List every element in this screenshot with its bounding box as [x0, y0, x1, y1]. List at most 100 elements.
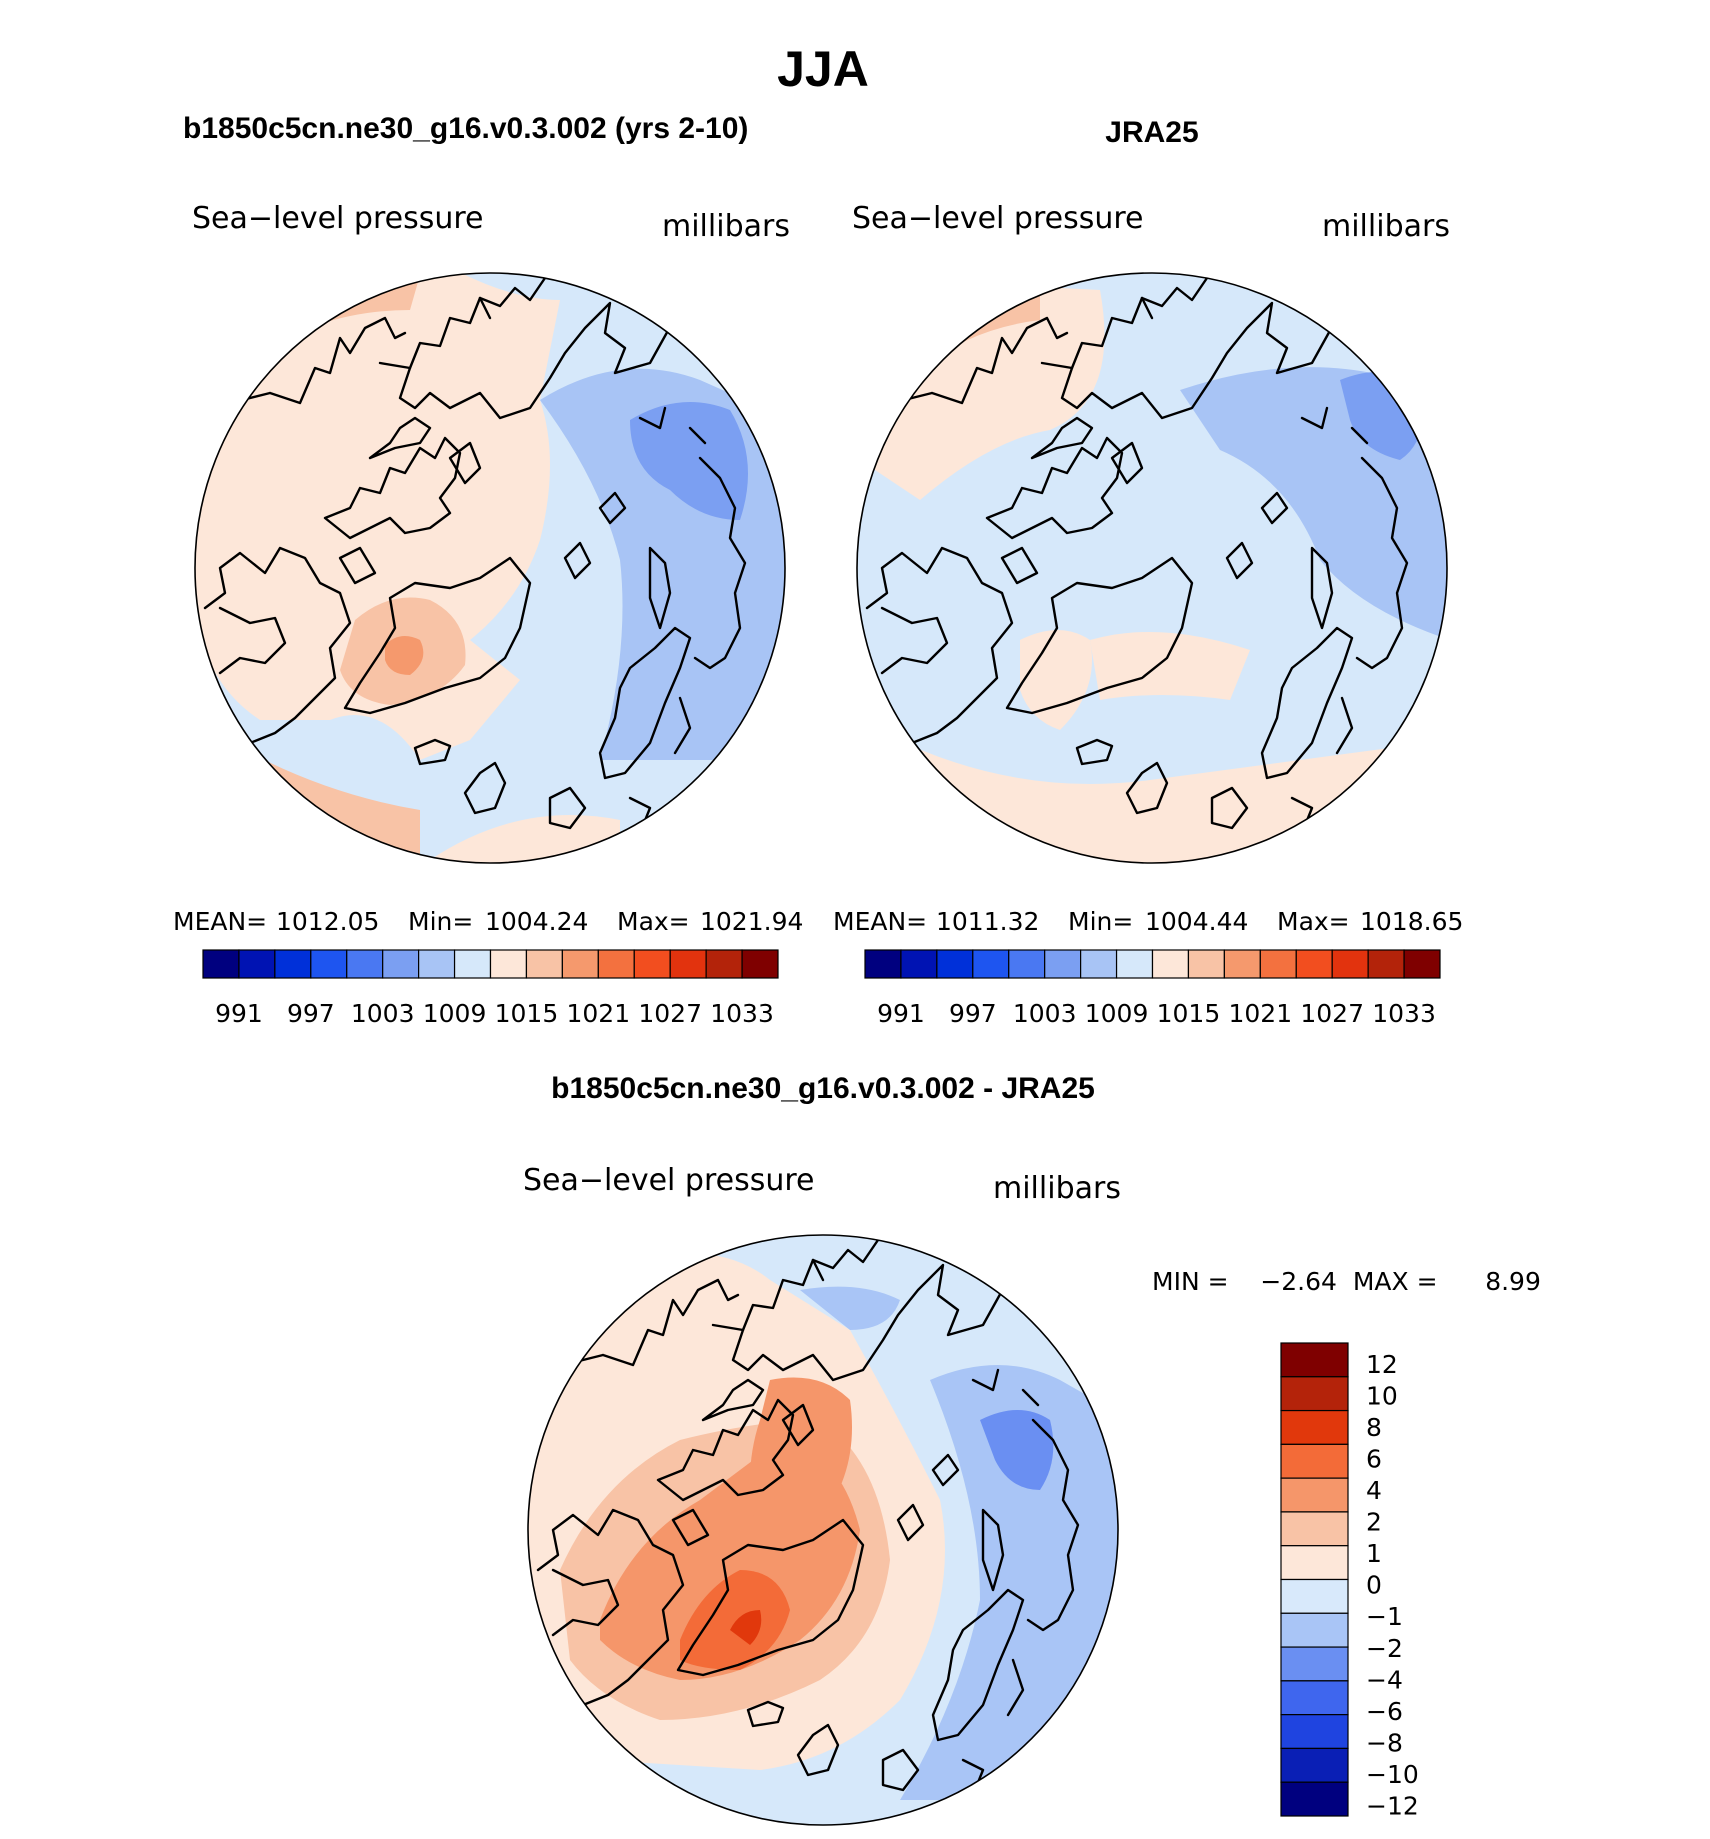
colorbar-tick-label: 1015: [495, 999, 559, 1028]
colorbar-tick-label: 2: [1366, 1508, 1382, 1537]
colorbar-box: [1280, 1680, 1349, 1716]
colorbar-box: [1331, 949, 1369, 979]
colorbar-box: [202, 949, 240, 979]
colorbar-box: [1280, 1545, 1349, 1581]
obs-colorbar: [864, 949, 1441, 979]
colorbar-tick-label: 0: [1366, 1571, 1382, 1600]
model-max-value: 1021.94: [700, 907, 803, 936]
diff-colorbar: [1280, 1342, 1349, 1817]
model-variable-label: Sea−level pressure: [192, 201, 483, 236]
model-mean-label: MEAN=: [173, 907, 267, 936]
model-mean-value: 1012.05: [276, 907, 379, 936]
obs-min-label: Min=: [1068, 907, 1133, 936]
diff-slp-map: [528, 1235, 1118, 1825]
colorbar-tick-label: 1: [1366, 1539, 1382, 1568]
colorbar-box: [1295, 949, 1333, 979]
colorbar-tick-label: 1003: [1013, 999, 1077, 1028]
colorbar-box: [864, 949, 902, 979]
colorbar-box: [238, 949, 276, 979]
diff-panel-heading: b1850c5cn.ne30_g16.v0.3.002 - JRA25: [551, 1072, 1095, 1105]
colorbar-tick-label: 1033: [1372, 999, 1436, 1028]
obs-mean-label: MEAN=: [833, 907, 927, 936]
obs-min-value: 1004.44: [1145, 907, 1248, 936]
obs-units-label: millibars: [1322, 209, 1450, 244]
colorbar-box: [1280, 1578, 1349, 1614]
diff-minmax-text: MIN = −2.64 MAX = 8.99: [1152, 1267, 1541, 1296]
colorbar-tick-label: 1009: [423, 999, 487, 1028]
colorbar-box: [1403, 949, 1441, 979]
obs-max-value: 1018.65: [1360, 907, 1463, 936]
colorbar-box: [346, 949, 384, 979]
model-units-label: millibars: [662, 209, 790, 244]
colorbar-box: [705, 949, 743, 979]
colorbar-tick-label: 1027: [1300, 999, 1364, 1028]
colorbar-tick-label: 10: [1366, 1381, 1398, 1410]
model-colorbar: [202, 949, 779, 979]
colorbar-box: [1280, 1714, 1349, 1750]
colorbar-tick-label: −6: [1366, 1697, 1403, 1726]
colorbar-box: [1280, 1511, 1349, 1547]
model-slp-map: [195, 273, 785, 863]
colorbar-tick-label: −12: [1366, 1791, 1419, 1820]
colorbar-box: [1367, 949, 1405, 979]
colorbar-box: [936, 949, 974, 979]
colorbar-box: [900, 949, 938, 979]
diff-units-label: millibars: [993, 1171, 1121, 1206]
colorbar-box: [972, 949, 1010, 979]
colorbar-box: [561, 949, 599, 979]
colorbar-box: [669, 949, 707, 979]
colorbar-box: [1280, 1443, 1349, 1479]
model-panel-heading: b1850c5cn.ne30_g16.v0.3.002 (yrs 2-10): [183, 112, 748, 145]
colorbar-tick-label: 1021: [1229, 999, 1293, 1028]
colorbar-box: [1280, 1747, 1349, 1783]
colorbar-box: [453, 949, 492, 979]
colorbar-box: [597, 949, 635, 979]
model-min-label: Min=: [408, 907, 473, 936]
colorbar-tick-label: 991: [215, 999, 263, 1028]
obs-panel-heading: JRA25: [1105, 116, 1198, 149]
colorbar-box: [1259, 949, 1297, 979]
colorbar-box: [1223, 949, 1261, 979]
colorbar-tick-label: 997: [287, 999, 335, 1028]
colorbar-tick-label: −1: [1366, 1602, 1403, 1631]
colorbar-tick-label: 1021: [567, 999, 631, 1028]
colorbar-box: [1280, 1409, 1349, 1445]
colorbar-box: [633, 949, 671, 979]
colorbar-tick-label: −8: [1366, 1728, 1403, 1757]
colorbar-box: [741, 949, 779, 979]
colorbar-box: [1151, 949, 1190, 979]
colorbar-box: [1115, 949, 1154, 979]
colorbar-tick-label: 1027: [638, 999, 702, 1028]
obs-slp-map: [857, 273, 1447, 863]
colorbar-tick-label: 1009: [1085, 999, 1149, 1028]
obs-variable-label: Sea−level pressure: [852, 201, 1143, 236]
model-min-value: 1004.24: [485, 907, 588, 936]
colorbar-box: [382, 949, 420, 979]
diff-variable-label: Sea−level pressure: [523, 1163, 814, 1198]
obs-max-label: Max=: [1277, 907, 1350, 936]
colorbar-box: [274, 949, 312, 979]
colorbar-tick-label: 12: [1366, 1350, 1398, 1379]
colorbar-box: [310, 949, 348, 979]
colorbar-box: [1280, 1612, 1349, 1648]
colorbar-box: [1280, 1781, 1349, 1817]
colorbar-box: [1280, 1477, 1349, 1513]
colorbar-box: [489, 949, 528, 979]
colorbar-tick-label: 4: [1366, 1476, 1382, 1505]
model-colorbar-labels: 991 997 1003 1009 1015 1021 1027 1033: [215, 999, 774, 1028]
colorbar-tick-label: −2: [1366, 1634, 1403, 1663]
colorbar-tick-label: −4: [1366, 1665, 1403, 1694]
colorbar-tick-label: 1033: [710, 999, 774, 1028]
colorbar-tick-label: 997: [949, 999, 997, 1028]
colorbar-tick-label: −10: [1366, 1760, 1419, 1789]
colorbar-tick-label: 8: [1366, 1413, 1382, 1442]
colorbar-tick-label: 991: [877, 999, 925, 1028]
obs-colorbar-labels: 991 997 1003 1009 1015 1021 1027 1033: [877, 999, 1436, 1028]
colorbar-box: [1080, 949, 1118, 979]
model-max-label: Max=: [617, 907, 690, 936]
colorbar-tick-label: 1015: [1157, 999, 1221, 1028]
obs-mean-value: 1011.32: [936, 907, 1039, 936]
colorbar-box: [1280, 1646, 1349, 1682]
colorbar-box: [1008, 949, 1046, 979]
